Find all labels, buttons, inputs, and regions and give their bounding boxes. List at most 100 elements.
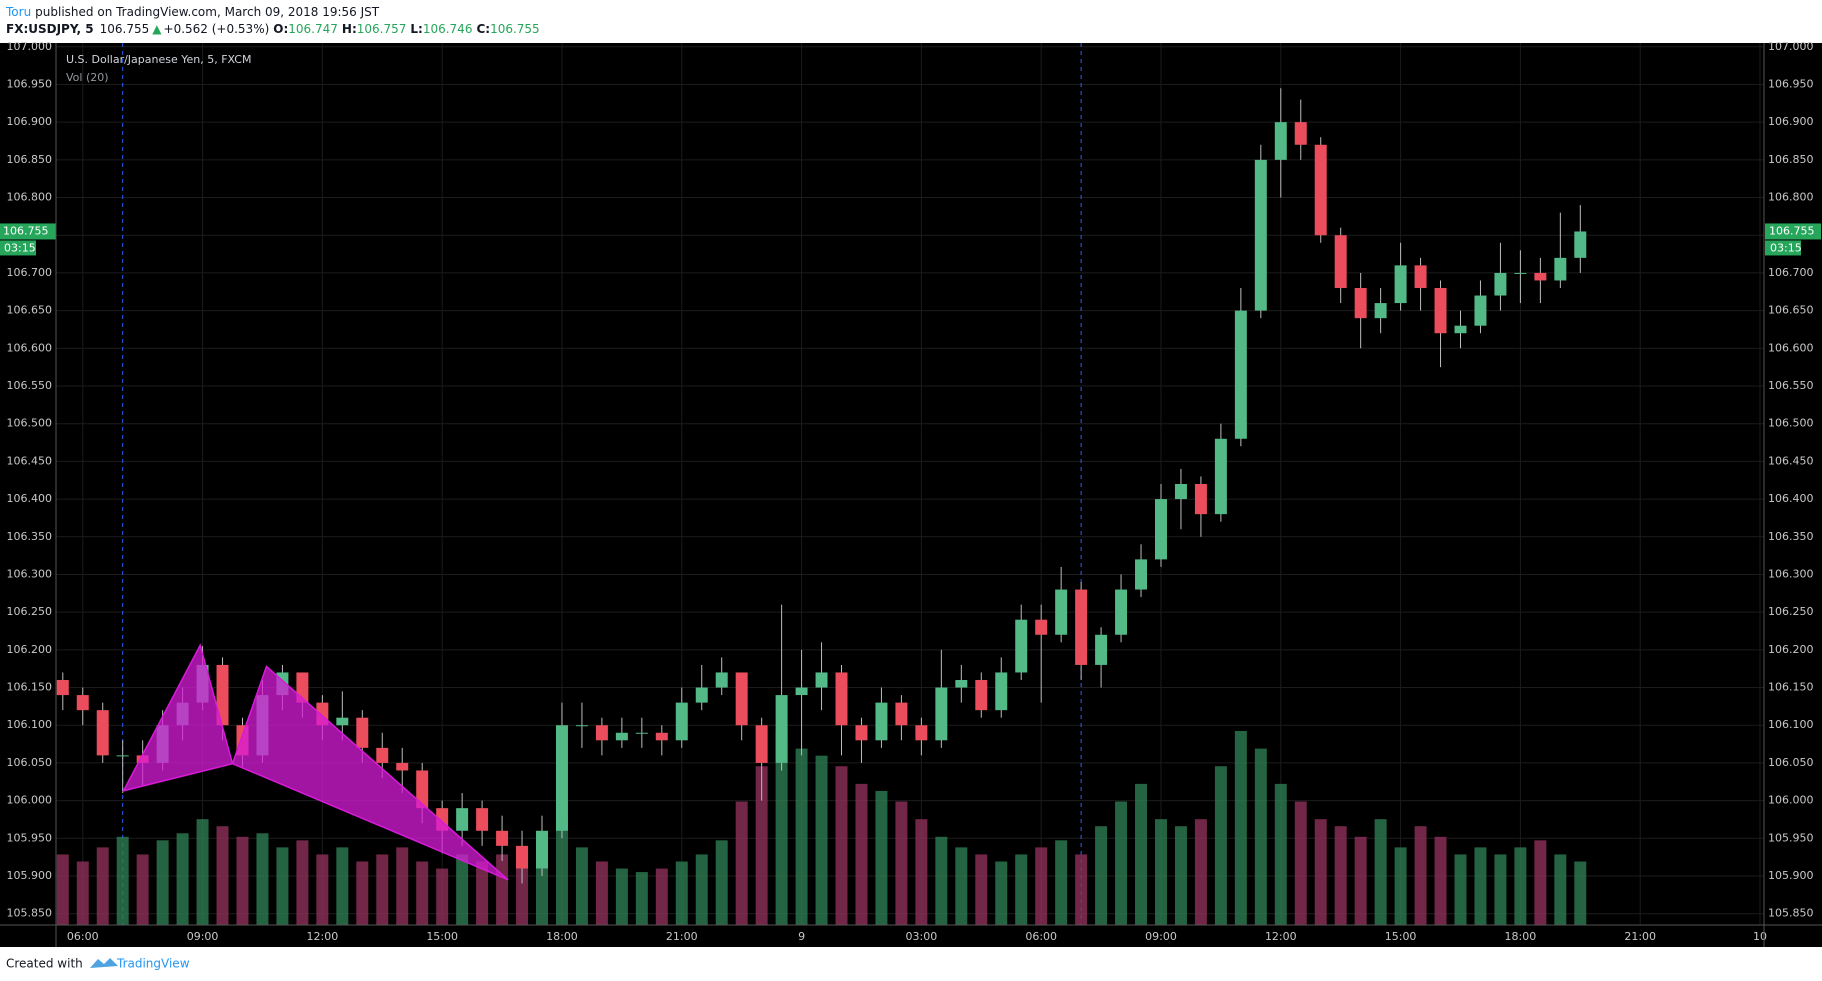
countdown-box xyxy=(0,240,36,256)
candle-body xyxy=(1095,634,1108,665)
volume-bar xyxy=(376,854,389,925)
volume-bar xyxy=(1294,801,1307,925)
candle-body xyxy=(496,830,509,846)
ohlc-label: O: xyxy=(273,22,288,36)
candle-body xyxy=(575,725,588,727)
candle-body xyxy=(715,672,728,688)
y-tick-label: 106.000 xyxy=(7,794,53,807)
y-tick-label: 106.150 xyxy=(7,681,53,694)
countdown: 03:15 xyxy=(1770,241,1802,254)
y-tick-label: 106.400 xyxy=(7,492,53,505)
volume-bar xyxy=(915,819,928,925)
volume-bar xyxy=(1015,854,1028,925)
volume-bar xyxy=(1374,819,1387,925)
y-tick-label: 106.700 xyxy=(7,266,53,279)
candle-body xyxy=(1174,484,1187,500)
volume-bar xyxy=(1314,819,1327,925)
candle-body xyxy=(476,808,489,831)
grid: 105.850 105.850 105.900 105.900 105.950 105.9… xyxy=(7,40,1814,943)
ohlc-value: 106.746 xyxy=(423,22,473,36)
author[interactable]: Toru xyxy=(5,5,31,19)
volume-bar xyxy=(176,833,189,925)
candle-body xyxy=(216,664,229,726)
volume-bar xyxy=(96,847,109,925)
y-tick-label: 106.450 xyxy=(7,454,53,467)
candle-body xyxy=(635,732,648,734)
header-bg xyxy=(0,0,1822,43)
last-price-box xyxy=(0,223,56,240)
volume-bar xyxy=(216,826,229,925)
candle-body xyxy=(1274,122,1287,160)
volume-bar xyxy=(1574,861,1587,925)
volume-bar xyxy=(1075,854,1088,925)
candle-body xyxy=(1434,288,1447,334)
symbol-line: FX:USDJPY, 5 106.755 ▲ +0.562 (+0.53%) O:106… xyxy=(6,22,540,36)
y-tick-label: 106.450 xyxy=(1768,454,1814,467)
volume-bar xyxy=(935,836,948,925)
chart-bg xyxy=(0,43,1822,947)
volume-bar xyxy=(815,755,828,925)
published: published on TradingView.com, March 09, … xyxy=(35,5,380,19)
y-tick-label: 106.550 xyxy=(1768,379,1814,392)
volume-bar xyxy=(76,861,89,925)
candle-body xyxy=(815,672,828,688)
candle-body xyxy=(536,830,548,869)
x-tick-label: 06:00 xyxy=(67,930,99,943)
y-tick-label: 106.900 xyxy=(1768,115,1814,128)
volume-bar xyxy=(1414,826,1427,925)
last-price-label: 106.755 xyxy=(1769,224,1815,237)
y-tick-label: 106.100 xyxy=(7,718,53,731)
countdown-box xyxy=(1765,240,1801,256)
candle-body xyxy=(735,672,748,726)
x-tick-label: 03:00 xyxy=(906,930,938,943)
candle-body xyxy=(1254,159,1267,311)
volume-bar xyxy=(356,861,369,925)
volume-bar xyxy=(456,854,469,925)
volume-bar xyxy=(795,748,808,925)
candle-body xyxy=(56,680,69,696)
y-tick-label: 106.600 xyxy=(7,341,53,354)
candle-body xyxy=(1214,438,1227,515)
y-tick-label: 105.950 xyxy=(7,831,53,844)
volume-bar xyxy=(1154,819,1167,925)
volume-bar xyxy=(536,840,548,925)
candle-body xyxy=(436,808,449,831)
y-tick-label: 106.600 xyxy=(1768,341,1814,354)
volume-pane xyxy=(56,730,1587,925)
footer-brand[interactable]: TradingView xyxy=(116,957,190,971)
volume-bar xyxy=(835,766,848,925)
volume-bar xyxy=(56,854,69,925)
y-tick-label: 106.500 xyxy=(1768,417,1814,430)
y-tick-label: 106.950 xyxy=(7,77,53,90)
volume-bar xyxy=(755,766,768,925)
x-tick-label: 21:00 xyxy=(666,930,698,943)
volume-bar xyxy=(156,840,169,925)
candle-body xyxy=(1194,484,1207,515)
candle-body xyxy=(1294,122,1307,145)
candle-body xyxy=(516,845,529,869)
y-tick-label: 105.900 xyxy=(1768,869,1814,882)
x-tick-label: 15:00 xyxy=(426,930,458,943)
volume-bar xyxy=(975,854,988,925)
volume-bar xyxy=(316,854,329,925)
footer-text: Created with xyxy=(6,957,83,971)
last-price-box xyxy=(1765,223,1821,240)
y-tick-label: 106.050 xyxy=(7,756,53,769)
volume-bar xyxy=(1494,854,1507,925)
symbol: FX:USDJPY, 5 xyxy=(6,22,94,36)
volume-bar xyxy=(396,847,409,925)
y-tick-label: 106.400 xyxy=(1768,492,1814,505)
volume-bar xyxy=(1035,847,1048,925)
candle-body xyxy=(336,717,349,726)
candle-body xyxy=(1554,257,1567,281)
candle-body xyxy=(835,672,848,726)
candle-body xyxy=(96,710,109,756)
volume-bar xyxy=(296,840,309,925)
volume-bar xyxy=(236,836,249,925)
volume-bar xyxy=(516,847,529,925)
footer-bg xyxy=(0,947,1822,981)
candle-body xyxy=(1115,589,1128,635)
candle-body xyxy=(775,695,788,763)
volume-bar xyxy=(775,730,788,925)
candle-body xyxy=(1334,235,1347,288)
